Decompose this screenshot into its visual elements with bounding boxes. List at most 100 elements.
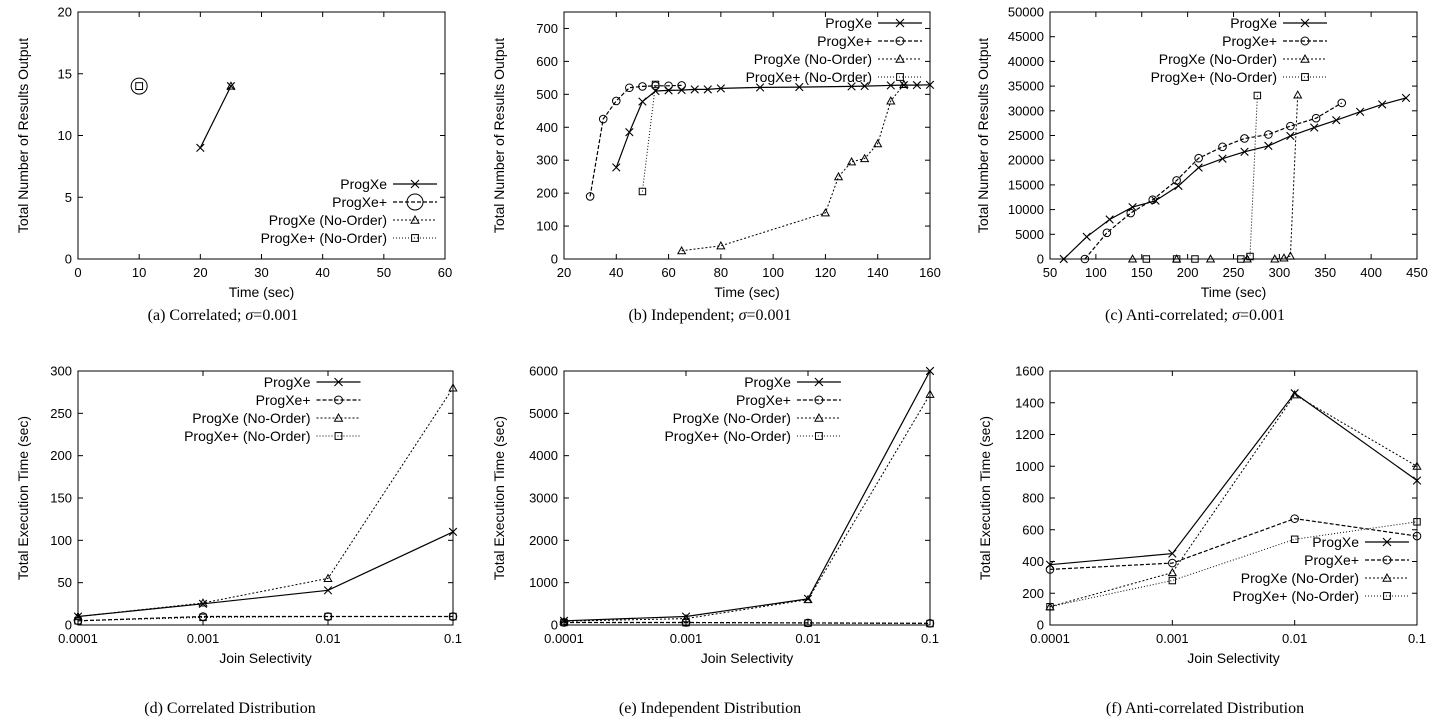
y-tick-label: 200 [50, 448, 72, 463]
data-point [1355, 107, 1365, 116]
y-tick-label: 700 [536, 21, 558, 36]
x-tick-label: 0.01 [315, 631, 340, 646]
legend-marker [814, 412, 824, 422]
legend-marker [1300, 18, 1310, 28]
plot-frame [77, 11, 446, 260]
y-tick-label: 800 [1022, 491, 1044, 506]
data-point [1045, 560, 1055, 569]
x-tick-label: 40 [315, 265, 329, 280]
legend-marker [333, 412, 344, 422]
legend-label: ProgXe [1230, 15, 1277, 31]
legend-marker [406, 193, 424, 211]
series-0 [1045, 389, 1422, 569]
y-tick-label: 1200 [1015, 427, 1044, 442]
legend-marker [1382, 555, 1392, 565]
data-point [1168, 558, 1177, 568]
data-point [448, 527, 458, 537]
legend-marker [814, 377, 824, 387]
x-tick-label: 40 [609, 265, 623, 280]
data-point [912, 80, 922, 90]
data-point [638, 187, 647, 196]
y-tick-label: 4000 [529, 448, 558, 463]
data-point [1172, 176, 1181, 185]
data-point [73, 611, 83, 621]
data-point [1105, 215, 1114, 224]
y-tick-label: 0 [551, 618, 558, 633]
series-line [563, 370, 931, 622]
x-tick-label: 150 [1131, 265, 1153, 280]
data-point [803, 594, 813, 604]
data-point [795, 82, 804, 92]
series-line [1049, 521, 1418, 608]
data-point [925, 366, 935, 376]
series-0 [1059, 93, 1411, 264]
data-point [323, 573, 333, 582]
series-2 [676, 79, 909, 255]
legend: ProgXe ProgXe+ ProgXe (No-Order) ProgXe+ (N… [1233, 534, 1409, 604]
y-tick-label: 20000 [1008, 153, 1044, 168]
chart-c: 50 100 150 200 250 300 350 400 450 0 5000 10000 1500… [975, 5, 1428, 325]
data-point [1059, 254, 1068, 264]
y-axis-label: Total Execution Time (sec) [491, 416, 507, 580]
x-tick-label: 60 [661, 265, 675, 280]
y-axis-label: Total Number of Results Output [975, 38, 991, 233]
x-tick-label: 200 [1177, 265, 1199, 280]
y-tick-label: 2000 [529, 533, 558, 548]
x-tick-label: 0.001 [187, 631, 220, 646]
legend-label: ProgXe [744, 374, 791, 390]
data-point [1311, 113, 1321, 123]
series-3 [1142, 91, 1262, 263]
legend-label: ProgXe+ [332, 194, 387, 210]
x-tick-label: 50 [1043, 265, 1057, 280]
data-point [198, 598, 208, 607]
data-point [559, 616, 569, 625]
data-point [1168, 549, 1177, 558]
chart-a: 0 10 20 30 40 50 60 0 5 10 15 20 Time (sec) Total Num… [15, 5, 452, 325]
series-line [77, 531, 454, 618]
data-point [1218, 142, 1227, 152]
series-3 [74, 612, 457, 625]
series-line [77, 616, 453, 622]
legend: ProgXe ProgXe+ ProgXe (No-Order) ProgXe+ (N… [261, 176, 437, 246]
x-tick-label: 0.1 [921, 631, 939, 646]
legend-label: ProgXe (No-Order) [269, 212, 387, 228]
series-3 [135, 82, 144, 90]
data-point [1127, 254, 1138, 263]
data-point [1148, 195, 1158, 205]
x-tick-label: 0 [74, 265, 81, 280]
plot-frame [563, 11, 931, 260]
y-tick-label: 1600 [1015, 364, 1044, 379]
series-2 [1127, 90, 1303, 263]
x-tick-label: 0.0001 [1030, 631, 1070, 646]
x-tick-label: 20 [557, 265, 571, 280]
series-2 [73, 383, 458, 621]
data-point [1264, 130, 1273, 139]
y-tick-label: 45000 [1008, 29, 1044, 44]
y-tick-label: 35000 [1008, 79, 1044, 94]
y-tick-label: 5 [65, 190, 72, 205]
data-point [1270, 254, 1280, 263]
y-tick-label: 400 [1022, 554, 1044, 569]
data-point [1191, 255, 1199, 263]
legend-marker [895, 53, 905, 63]
data-point [926, 619, 934, 628]
data-point [860, 81, 869, 91]
series-line [1084, 102, 1343, 260]
caption: (d) Correlated Distribution [144, 700, 316, 717]
series-0 [73, 527, 458, 621]
data-point [1332, 115, 1341, 125]
data-point [1290, 535, 1299, 544]
y-axis-label: Total Number of Results Output [491, 38, 507, 233]
y-tick-label: 100 [536, 219, 558, 234]
y-tick-label: 1400 [1015, 395, 1044, 410]
series-line [589, 84, 682, 197]
series-2 [226, 81, 236, 90]
data-point [1082, 232, 1091, 241]
data-point [833, 171, 844, 181]
y-tick-label: 200 [1022, 586, 1044, 601]
y-tick-label: 500 [536, 87, 558, 102]
series-1 [73, 612, 458, 626]
data-point [1045, 565, 1055, 574]
data-point [925, 80, 935, 89]
